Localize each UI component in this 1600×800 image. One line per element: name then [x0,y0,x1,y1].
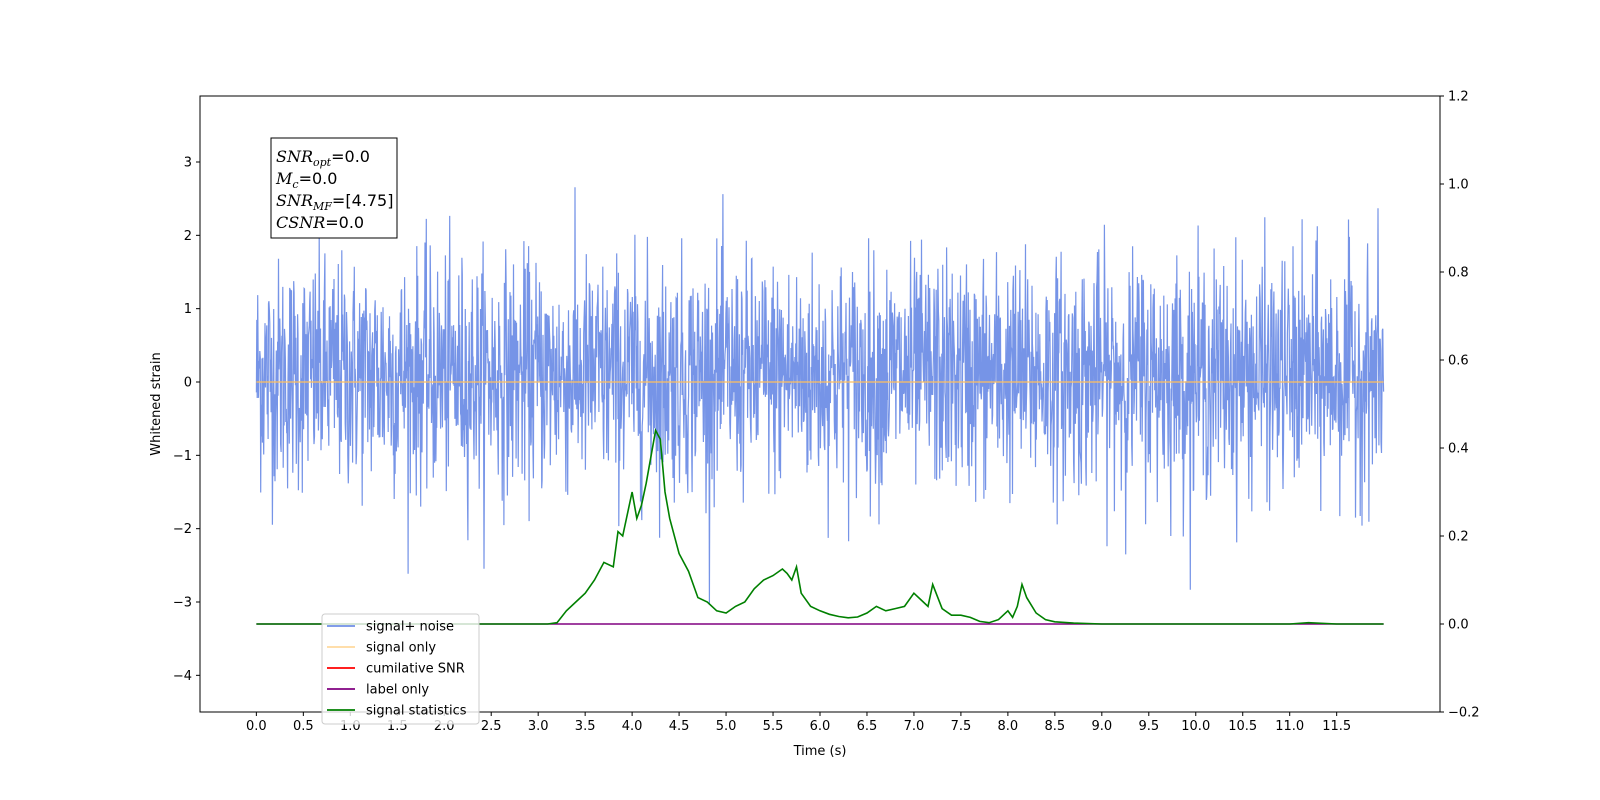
y2-tick-label: 0.0 [1448,618,1469,633]
x-tick-label: 4.0 [622,719,643,734]
x-tick-label: 0.5 [293,719,314,734]
y-tick-label: 0 [184,376,192,391]
y2-tick-label: 0.4 [1448,442,1469,457]
x-tick-label: 8.5 [1045,719,1066,734]
annotation-subscript: opt [313,156,332,169]
legend-frame [321,613,480,725]
y-axis-left: 3 2 1 0 −1 −2 −3 −4 [173,156,200,684]
annotation-value: =0.0 [331,147,370,166]
annotation-symbol: CSNR [276,213,325,232]
x-tick-label: 10.5 [1228,719,1257,734]
legend-label: signal statistics [366,704,467,719]
x-tick-label: 6.0 [810,719,831,734]
y-axis-title: Whitened strain [149,352,164,455]
y2-tick-label: 0.2 [1448,530,1469,545]
annotation-symbol: SNR [276,147,313,166]
annotation-symbol: M [275,169,293,188]
x-tick-label: 3.0 [528,719,549,734]
annotation-value: =[4.75] [332,191,394,210]
x-tick-label: 11.0 [1275,719,1304,734]
annotation-subscript: MF [312,200,332,213]
y-tick-label: −3 [173,596,192,611]
series-signal-noise-line [255,187,1385,605]
y-tick-label: −2 [173,522,192,537]
legend-label: label only [366,683,429,698]
y-tick-label: 3 [184,156,192,171]
x-tick-label: 0.0 [246,719,267,734]
y-tick-label: 2 [184,229,192,244]
y-tick-label: −1 [173,449,192,464]
y-axis-right: 1.2 1.0 0.8 0.6 0.4 0.2 0.0 −0.2 [1440,90,1480,721]
legend: signal+ noise signal only cumilative SNR la… [321,613,480,725]
annotation-line: SNRMF=[4.75] [276,191,393,213]
x-tick-label: 7.5 [951,719,972,734]
annotation-line: Mc=0.0 [275,169,337,191]
x-tick-label: 7.0 [904,719,925,734]
x-tick-label: 3.5 [575,719,596,734]
y2-tick-label: 0.8 [1448,266,1469,281]
x-tick-label: 5.5 [763,719,784,734]
annotation-value: =0.0 [299,169,338,188]
plot-area [255,187,1385,625]
x-axis: 0.0 0.5 1.0 1.5 2.0 2.5 3.0 3.5 4.0 4.5 5.0 5.5 6.0 6… [246,712,1351,734]
x-tick-label: 8.0 [998,719,1019,734]
series-signal-statistics-line [256,427,1384,625]
y2-tick-label: −0.2 [1448,706,1480,721]
annotation-line: CSNR=0.0 [276,213,364,232]
legend-label: signal only [366,641,436,656]
x-tick-label: 2.5 [481,719,502,734]
y-tick-label: 1 [184,302,192,317]
annotation-value: =0.0 [325,213,364,232]
legend-label: signal+ noise [366,620,454,635]
y2-tick-label: 0.6 [1448,354,1469,369]
annotation-box-border [270,137,398,239]
legend-label: cumilative SNR [366,662,465,677]
x-tick-label: 9.5 [1138,719,1159,734]
annotation-line: SNRopt=0.0 [276,147,370,169]
x-tick-label: 5.0 [716,719,737,734]
x-tick-label: 11.5 [1322,719,1351,734]
x-tick-label: 10.0 [1181,719,1210,734]
annotation-symbol: SNR [276,191,313,210]
y-tick-label: −4 [173,669,192,684]
x-tick-label: 4.5 [669,719,690,734]
x-axis-title: Time (s) [793,744,847,759]
y2-tick-label: 1.2 [1448,90,1469,105]
x-tick-label: 6.5 [857,719,878,734]
x-tick-label: 9.0 [1091,719,1112,734]
y2-tick-label: 1.0 [1448,178,1469,193]
annotation-subscript: c [292,178,298,191]
